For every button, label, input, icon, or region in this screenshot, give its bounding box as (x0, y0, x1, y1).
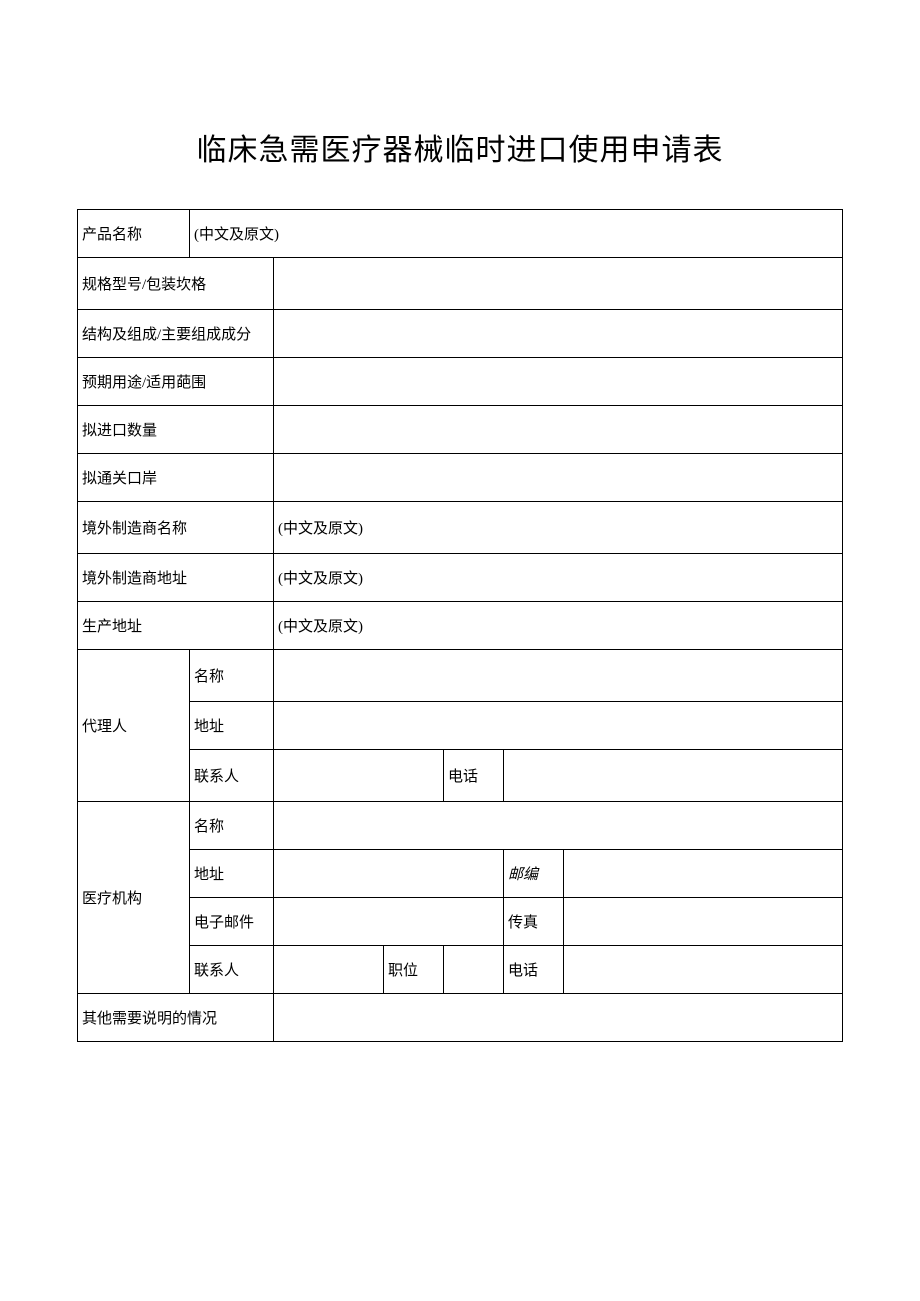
label-spec-model: 规格型号/包装坎格 (78, 258, 274, 310)
field-customs-port[interactable] (274, 454, 843, 502)
field-mi-contact[interactable] (274, 946, 384, 994)
label-agent-contact: 联系人 (190, 750, 274, 802)
label-agent-address: 地址 (190, 702, 274, 750)
hint-overseas-manufacturer: (中文及原文) (274, 502, 843, 554)
row-structure: 结构及组成/主要组成成分 (78, 310, 843, 358)
label-customs-port: 拟通关口岸 (78, 454, 274, 502)
row-mi-contact: 联系人 职位 电话 (78, 946, 843, 994)
label-intended-use: 预期用途/适用葩围 (78, 358, 274, 406)
field-agent-contact[interactable] (274, 750, 444, 802)
row-mi-address: 地址 邮编 (78, 850, 843, 898)
label-mi-phone: 电话 (504, 946, 564, 994)
application-form-table: 产品名称 (中文及原文) 规格型号/包装坎格 结构及组成/主要组成成分 预期用途… (77, 209, 843, 1042)
label-mi-email: 电子邮件 (190, 898, 274, 946)
field-import-quantity[interactable] (274, 406, 843, 454)
row-agent-name: 代理人 名称 (78, 650, 843, 702)
label-agent-name: 名称 (190, 650, 274, 702)
label-import-quantity: 拟进口数量 (78, 406, 274, 454)
field-structure[interactable] (274, 310, 843, 358)
label-agent-phone: 电话 (444, 750, 504, 802)
field-other-notes[interactable] (274, 994, 843, 1042)
field-mi-email[interactable] (274, 898, 504, 946)
row-overseas-manufacturer-address: 境外制造商地址 (中文及原文) (78, 554, 843, 602)
row-mi-name: 医疗机构 名称 (78, 802, 843, 850)
row-import-quantity: 拟进口数量 (78, 406, 843, 454)
field-mi-position[interactable] (444, 946, 504, 994)
hint-production-address: (中文及原文) (274, 602, 843, 650)
row-agent-contact: 联系人 电话 (78, 750, 843, 802)
row-spec-model: 规格型号/包装坎格 (78, 258, 843, 310)
label-mi-contact: 联系人 (190, 946, 274, 994)
label-medical-institution: 医疗机构 (78, 802, 190, 994)
label-mi-address: 地址 (190, 850, 274, 898)
field-mi-fax[interactable] (564, 898, 843, 946)
field-mi-address[interactable] (274, 850, 504, 898)
label-mi-position: 职位 (384, 946, 444, 994)
field-mi-name[interactable] (274, 802, 843, 850)
row-product-name: 产品名称 (中文及原文) (78, 210, 843, 258)
hint-overseas-manufacturer-address: (中文及原文) (274, 554, 843, 602)
row-agent-address: 地址 (78, 702, 843, 750)
field-agent-address[interactable] (274, 702, 843, 750)
label-mi-name: 名称 (190, 802, 274, 850)
page-title: 临床急需医疗器械临时进口使用申请表 (0, 125, 920, 169)
row-customs-port: 拟通关口岸 (78, 454, 843, 502)
label-other-notes: 其他需要说明的情况 (78, 994, 274, 1042)
row-production-address: 生产地址 (中文及原文) (78, 602, 843, 650)
label-agent: 代理人 (78, 650, 190, 802)
label-production-address: 生产地址 (78, 602, 274, 650)
field-mi-phone[interactable] (564, 946, 843, 994)
label-mi-fax: 传真 (504, 898, 564, 946)
field-mi-postcode[interactable] (564, 850, 843, 898)
label-mi-postcode: 邮编 (504, 850, 564, 898)
row-mi-email: 电子邮件 传真 (78, 898, 843, 946)
row-intended-use: 预期用途/适用葩围 (78, 358, 843, 406)
row-overseas-manufacturer: 境外制造商名称 (中文及原文) (78, 502, 843, 554)
label-structure: 结构及组成/主要组成成分 (78, 310, 274, 358)
hint-product-name: (中文及原文) (190, 210, 843, 258)
row-other-notes: 其他需要说明的情况 (78, 994, 843, 1042)
field-intended-use[interactable] (274, 358, 843, 406)
label-product-name: 产品名称 (78, 210, 190, 258)
field-spec-model[interactable] (274, 258, 843, 310)
label-overseas-manufacturer: 境外制造商名称 (78, 502, 274, 554)
field-agent-phone[interactable] (504, 750, 843, 802)
field-agent-name[interactable] (274, 650, 843, 702)
label-overseas-manufacturer-address: 境外制造商地址 (78, 554, 274, 602)
